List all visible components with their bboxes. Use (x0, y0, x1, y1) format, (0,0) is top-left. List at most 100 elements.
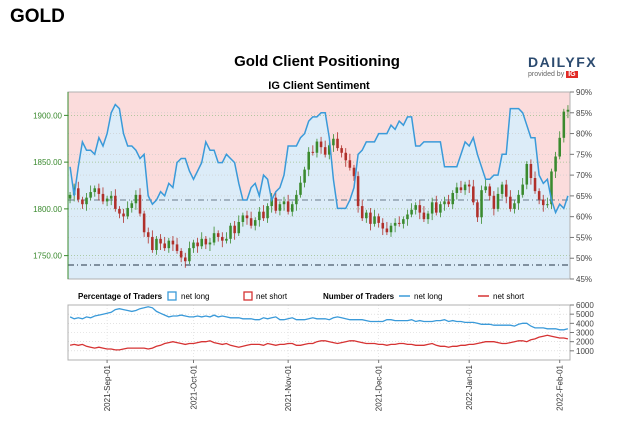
date-tick-label: 2021-Nov-01 (284, 364, 293, 411)
candle-body (134, 194, 138, 204)
candle-body (142, 213, 146, 233)
date-tick-label: 2021-Oct-01 (190, 364, 199, 409)
candle-body (352, 167, 356, 177)
candle-body (249, 218, 253, 226)
candle-body (467, 184, 471, 187)
candle-body (517, 194, 520, 204)
candle-body (200, 238, 204, 247)
candle-body (130, 203, 134, 208)
candle-body (151, 236, 154, 251)
pct-tick-label: 70% (576, 171, 592, 180)
count-tick-label: 6000 (576, 301, 594, 310)
candle-body (344, 152, 348, 161)
candle-body (216, 233, 220, 237)
brand-main: DAILY (528, 54, 577, 70)
candle-body (373, 216, 376, 224)
candle-body (175, 244, 179, 251)
top-panel: IG Client Sentiment 1750.00 1800.00 1850.0… (33, 80, 592, 284)
candle-body (410, 209, 413, 215)
candle-body (533, 178, 537, 192)
pct-tick-label: 60% (576, 213, 592, 222)
candle-body (286, 201, 290, 212)
legend-net-long-label: net long (181, 292, 209, 301)
count-tick-label: 4000 (576, 319, 594, 328)
candle-body (179, 250, 183, 258)
candle-body (258, 211, 261, 221)
price-candles (68, 105, 570, 268)
candle-body (558, 137, 561, 157)
candle-body (303, 169, 306, 183)
price-tick-label: 1850.00 (33, 158, 62, 167)
candle-body (340, 148, 343, 153)
candle-body (278, 204, 282, 211)
candle-body (332, 138, 335, 146)
candle-body (97, 188, 101, 194)
candle-body (509, 196, 512, 209)
candle-body (89, 192, 92, 198)
count-tick-label: 3000 (576, 329, 594, 338)
candle-body (307, 151, 310, 170)
candle-body (319, 141, 323, 148)
candle-body (397, 222, 401, 224)
bottom-grid (68, 304, 570, 360)
candle-body (233, 225, 236, 234)
candle-body (414, 205, 417, 210)
candle-body (430, 202, 434, 214)
candle-body (360, 206, 364, 219)
candle-body (356, 176, 360, 207)
price-tick-label: 1900.00 (33, 111, 62, 120)
pct-tick-label: 75% (576, 150, 592, 159)
candle-body (472, 186, 475, 203)
pct-tick-label: 80% (576, 130, 592, 139)
net-long-count-line (69, 306, 569, 331)
candle-body (377, 216, 380, 223)
candle-body (422, 212, 426, 220)
candle-body (504, 184, 508, 197)
candle-body (105, 198, 109, 202)
candle-body (237, 221, 241, 234)
candle-body (554, 156, 557, 172)
candle-body (455, 187, 459, 193)
candle-body (541, 199, 545, 206)
pct-tick-label: 55% (576, 233, 592, 242)
candle-body (159, 238, 162, 244)
candle-body (93, 188, 97, 193)
net-long-pct-line (69, 103, 569, 215)
legend-net-short-label: net short (256, 292, 288, 301)
candle-body (262, 211, 265, 219)
candle-body (101, 193, 105, 202)
candle-body (188, 248, 191, 262)
date-tick-label: 2022-Jan-01 (465, 364, 474, 409)
candle-body (525, 163, 529, 185)
candle-body (315, 141, 319, 153)
page-heading: GOLD (10, 6, 65, 27)
candle-body (447, 201, 450, 205)
date-tick-label: 2022-Feb-01 (556, 364, 565, 410)
candle-body (463, 184, 467, 191)
candle-body (183, 257, 187, 262)
legend-net-short-swatch (243, 291, 253, 301)
candle-body (393, 222, 397, 226)
candle-body (155, 238, 158, 251)
candle-body (365, 212, 368, 219)
candle-body (274, 197, 278, 211)
candle-body (529, 163, 533, 179)
candle-body (546, 204, 549, 206)
pct-tick-label: 45% (576, 275, 592, 284)
candle-body (484, 186, 487, 191)
candle-body (118, 208, 121, 214)
pct-tick-label: 85% (576, 109, 592, 118)
candle-body (253, 220, 257, 226)
pct-tick-label: 90% (576, 88, 592, 97)
candle-body (550, 171, 553, 205)
candle-body (476, 202, 479, 218)
candle-body (163, 243, 166, 249)
brand-ig: IG (566, 71, 578, 78)
candle-body (77, 188, 80, 200)
legend-net-long-swatch (167, 291, 177, 301)
candle-body (418, 205, 422, 213)
candle-body (196, 242, 199, 247)
